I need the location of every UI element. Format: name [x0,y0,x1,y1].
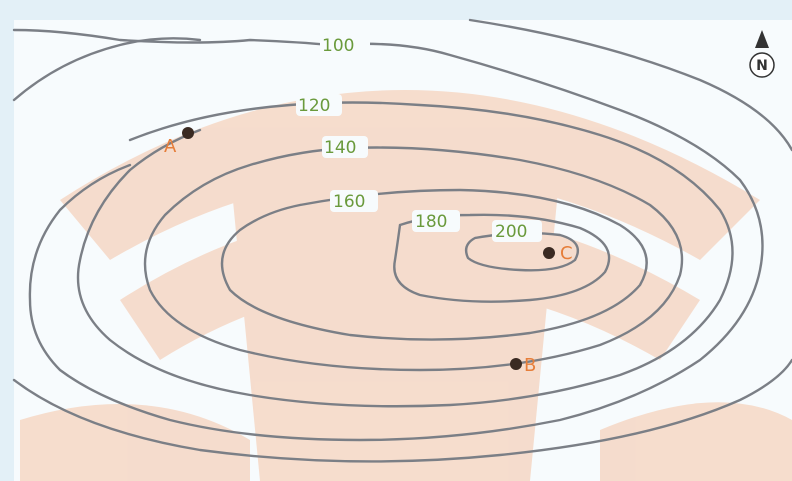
point-c-label: C [560,243,573,264]
contour-label-100: 100 [322,36,354,56]
point-c: C [543,243,573,264]
contour-line-120 [76,101,734,408]
contour-label-140: 140 [324,138,356,158]
label-backgrounds [296,34,542,242]
contour-line-100 [12,28,764,442]
contour-label-200: 200 [495,222,527,242]
contour-label-160: 160 [333,192,365,212]
contour-line-140 [143,146,684,372]
point-b: B [510,355,536,376]
contour-lines [12,18,792,463]
north-letter: N [756,58,768,74]
point-b-label: B [524,355,536,376]
contour-line-100-right [468,18,792,152]
contour-line-100-bottom [12,358,792,463]
point-a-marker [182,127,194,139]
contour-label-120: 120 [298,96,330,116]
contour-label-180: 180 [415,212,447,232]
background-watermark [20,90,792,481]
contour-line-180 [393,213,611,303]
point-c-marker [543,247,555,259]
point-b-marker [510,358,522,370]
contour-line-100-top [12,37,202,102]
contour-line-160 [220,188,648,341]
point-a: A [164,127,194,157]
north-arrow-icon: N [749,30,775,78]
point-a-label: A [164,136,177,157]
